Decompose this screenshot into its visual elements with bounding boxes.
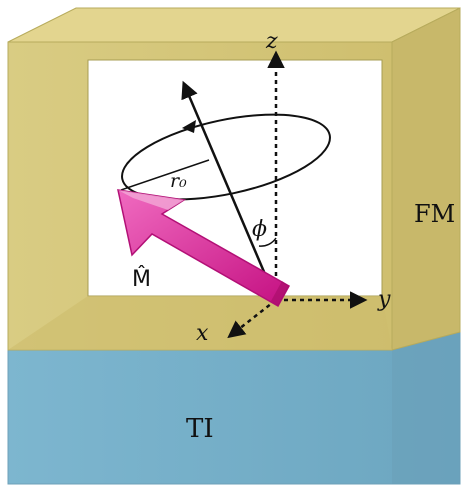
ti-label: TI [186, 414, 214, 444]
precession-axis [181, 80, 278, 301]
fm-label: FM [414, 200, 455, 228]
angle-arc [258, 237, 277, 247]
radius-line [120, 159, 210, 191]
z-axis-label: z [265, 29, 278, 54]
fm-layer [7, 7, 461, 351]
phi-label: ϕ [252, 217, 267, 242]
radius-label: r₀ [170, 170, 187, 192]
x-axis-label: x [196, 321, 209, 346]
moment-label: M̂ [132, 266, 151, 292]
y-axis-label: y [377, 287, 391, 312]
precession-circle-icon [121, 113, 331, 201]
x-axis [227, 299, 277, 339]
magnetization-arrow-icon [117, 189, 291, 308]
ti-layer [7, 331, 461, 485]
